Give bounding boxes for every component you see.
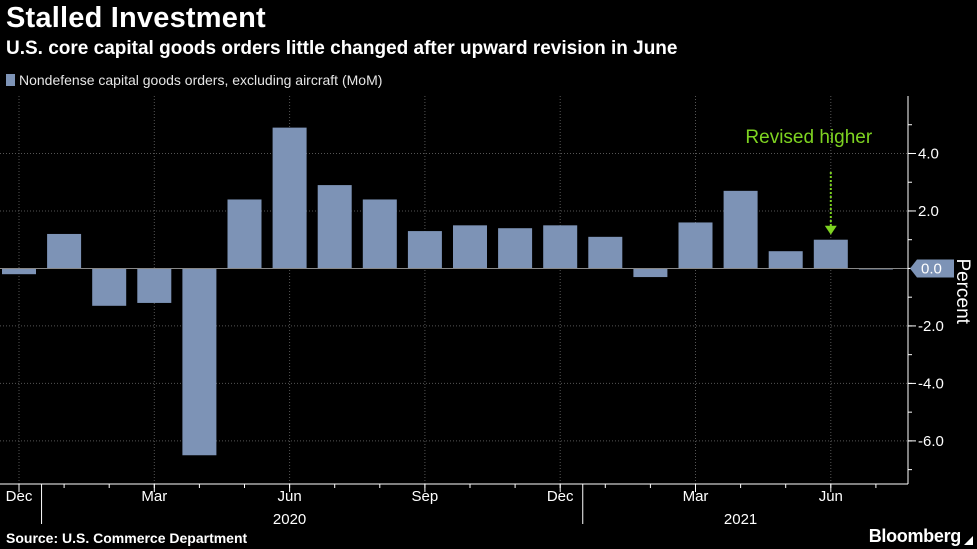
bar	[362, 199, 397, 269]
bar	[47, 233, 82, 269]
year-label: 2021	[724, 511, 757, 528]
bar	[2, 268, 36, 275]
annotation-text: Revised higher	[745, 127, 872, 148]
x-tick-label: Dec	[6, 488, 33, 505]
bloomberg-logo: Bloomberg	[868, 526, 962, 546]
y-axis: -6.0 -4.0 -2.0 2.0 4.0 0.0	[907, 96, 954, 484]
annotation: Revised higher	[745, 127, 873, 235]
chart-subtitle: U.S. core capital goods orders little ch…	[6, 38, 678, 59]
bar	[137, 268, 172, 303]
year-label: 2020	[273, 511, 306, 528]
bar	[768, 251, 803, 269]
bar	[407, 231, 442, 269]
x-tick-label: Jun	[278, 488, 302, 505]
legend-label: Nondefense capital goods orders, excludi…	[19, 72, 383, 88]
bar	[678, 222, 713, 269]
bar	[498, 228, 533, 269]
bar	[633, 268, 668, 278]
y-tick-label: -2.0	[918, 318, 944, 335]
legend: Nondefense capital goods orders, excludi…	[6, 72, 382, 88]
last-value-badge	[910, 259, 954, 278]
bar	[92, 268, 127, 306]
x-tick-label: Jun	[819, 488, 843, 505]
last-value-label: 0.0	[921, 260, 942, 277]
x-tick-label: Mar	[141, 488, 167, 505]
logo-triangle-icon	[964, 536, 973, 545]
y-tick-label: -6.0	[918, 433, 944, 450]
bar	[182, 268, 217, 456]
bar	[317, 185, 352, 269]
x-axis: Dec Mar Jun Sep Dec Mar Jun 2020 2021	[0, 483, 908, 528]
bar	[453, 225, 487, 269]
bar	[813, 239, 848, 269]
bar	[543, 225, 578, 269]
chart-title: Stalled Investment	[6, 2, 266, 34]
legend-swatch	[6, 74, 15, 86]
bars	[0, 127, 908, 456]
bar	[272, 127, 307, 269]
y-axis-label: Percent	[952, 258, 973, 324]
y-tick-label: 4.0	[918, 145, 939, 162]
x-tick-label: Sep	[412, 488, 439, 505]
bar	[588, 236, 623, 269]
x-tick-label: Dec	[547, 488, 574, 505]
x-tick-label: Mar	[683, 488, 709, 505]
gridlines	[0, 96, 908, 484]
annotation-arrow-head-icon	[824, 225, 837, 235]
y-tick-label: -4.0	[918, 375, 944, 392]
bar	[227, 199, 262, 269]
source-note: Source: U.S. Commerce Department	[6, 530, 248, 546]
y-tick-label: 2.0	[918, 203, 939, 220]
bar	[723, 190, 758, 269]
